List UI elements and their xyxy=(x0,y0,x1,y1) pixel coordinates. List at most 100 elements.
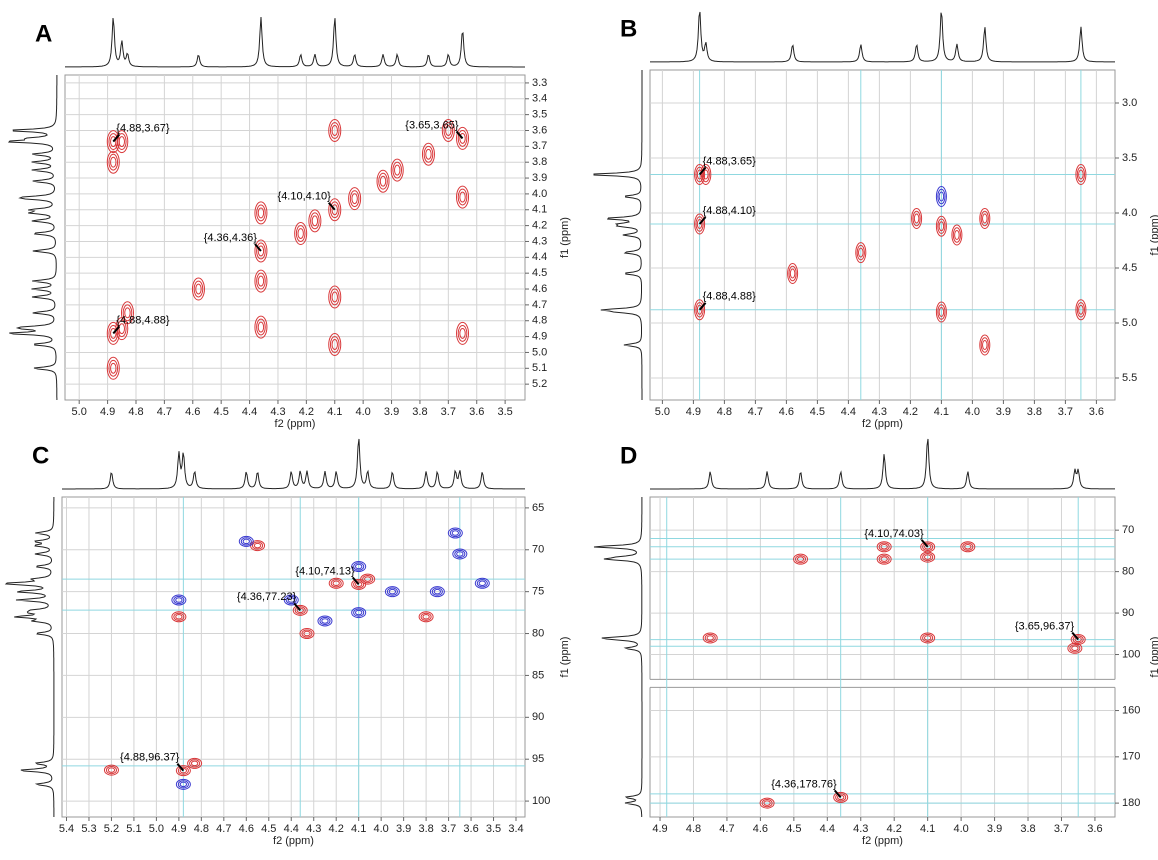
contour xyxy=(695,302,704,318)
contour xyxy=(980,337,989,353)
contour xyxy=(459,327,466,339)
contour xyxy=(303,630,311,637)
annotation: {4.10,74.13} xyxy=(295,565,355,577)
x-tick-label: 4.1 xyxy=(351,823,366,835)
x-tick-label: 3.7 xyxy=(1054,823,1069,835)
contour xyxy=(445,125,452,136)
annotation: {3.65,3.65} xyxy=(405,119,459,131)
y-tick-label: 4.5 xyxy=(1122,262,1137,274)
projection xyxy=(650,11,1115,63)
contour xyxy=(242,538,250,545)
x-tick-label: 4.9 xyxy=(686,406,701,418)
panel-letter: B xyxy=(620,15,637,42)
contour xyxy=(328,118,342,142)
contour xyxy=(920,551,936,563)
x-tick-label: 5.0 xyxy=(72,406,87,418)
x-tick-label: 4.9 xyxy=(100,406,115,418)
x-tick-label: 3.4 xyxy=(508,823,523,835)
x-tick-label: 5.2 xyxy=(104,823,119,835)
contour xyxy=(110,156,117,168)
plot-frame xyxy=(649,69,1116,401)
contour xyxy=(457,324,468,342)
x-tick-label: 4.6 xyxy=(779,406,794,418)
y-tick-label: 4.5 xyxy=(532,267,547,279)
x-tick-label: 4.7 xyxy=(216,823,231,835)
y-tick-label: 70 xyxy=(532,544,544,556)
contour xyxy=(763,800,771,806)
x-tick-label: 4.0 xyxy=(374,823,389,835)
contour xyxy=(459,191,466,203)
contour xyxy=(449,528,461,538)
contour xyxy=(349,190,360,208)
annotation: {4.88,4.88} xyxy=(703,291,757,303)
contour xyxy=(187,757,203,769)
contour xyxy=(938,191,945,202)
contour xyxy=(257,207,265,219)
contour xyxy=(694,164,706,185)
contour xyxy=(317,615,333,627)
contour xyxy=(189,759,201,768)
contour xyxy=(294,606,306,615)
x-tick-label: 3.9 xyxy=(396,823,411,835)
projection xyxy=(593,497,643,817)
contour xyxy=(935,186,947,207)
y-tick-label: 80 xyxy=(532,627,544,639)
contour xyxy=(459,132,466,144)
contour xyxy=(696,304,703,315)
contour xyxy=(701,166,710,183)
x-tick-label: 4.4 xyxy=(820,823,835,835)
y-tick-label: 3.4 xyxy=(532,93,547,105)
contour xyxy=(433,588,441,595)
x-axis-label: f2 (ppm) xyxy=(862,835,903,847)
contour xyxy=(423,145,434,163)
x-tick-label: 5.4 xyxy=(59,823,74,835)
contour xyxy=(351,607,367,619)
contour xyxy=(924,544,932,550)
contour xyxy=(310,212,320,230)
y-tick-label: 70 xyxy=(1122,524,1134,536)
y-tick-label: 160 xyxy=(1122,704,1140,716)
contour xyxy=(254,269,268,293)
contour xyxy=(951,224,963,246)
contour xyxy=(116,133,127,151)
contour xyxy=(175,597,183,603)
x-tick-label: 4.9 xyxy=(171,823,186,835)
contour xyxy=(457,188,468,206)
contour xyxy=(1078,169,1084,180)
x-tick-label: 3.7 xyxy=(1058,406,1073,418)
contour xyxy=(935,215,947,237)
contour xyxy=(880,543,888,550)
x-tick-label: 3.8 xyxy=(418,823,433,835)
annotation-arrow xyxy=(254,243,262,252)
contour xyxy=(421,142,435,166)
x-tick-label: 4.7 xyxy=(719,823,734,835)
contour xyxy=(285,595,297,605)
annotation-arrow xyxy=(1071,631,1079,641)
annotation: {4.88,4.10} xyxy=(703,205,757,217)
contour xyxy=(935,301,947,323)
y-tick-label: 5.2 xyxy=(532,378,547,390)
contour xyxy=(922,633,934,643)
annotation: {4.10,74.03} xyxy=(864,528,924,540)
x-tick-label: 4.2 xyxy=(903,406,918,418)
contour xyxy=(364,576,372,582)
contour xyxy=(257,321,265,333)
x-tick-label: 3.9 xyxy=(996,406,1011,418)
panel: 5.0 4.9 4.8 4.7 4.6 4.5 4.4 4.3 4.2 4.1 4.0 3.9 3.8 3… xyxy=(7,16,571,430)
x-tick-label: 4.4 xyxy=(284,823,299,835)
contour xyxy=(386,587,398,596)
contour xyxy=(911,208,923,229)
contour xyxy=(1071,645,1079,652)
contour xyxy=(328,577,344,589)
y-tick-label: 4.0 xyxy=(1122,207,1137,219)
contour xyxy=(106,150,120,174)
contour xyxy=(922,553,934,562)
annotation-arrow xyxy=(327,202,336,211)
contour xyxy=(294,222,308,246)
contour xyxy=(833,791,849,803)
x-tick-label: 4.4 xyxy=(841,406,856,418)
contour xyxy=(329,336,340,353)
contour xyxy=(392,161,403,179)
annotation-arrow xyxy=(920,539,929,548)
contour xyxy=(425,148,432,160)
